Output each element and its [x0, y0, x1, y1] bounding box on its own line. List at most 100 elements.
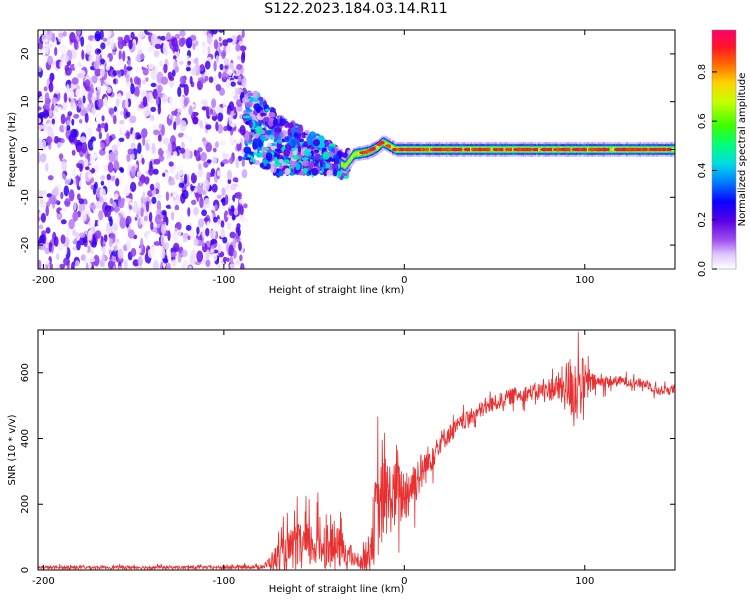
heatmap-cell: [137, 217, 142, 226]
heatmap-cell: [189, 76, 193, 85]
heatmap-cell: [240, 52, 246, 64]
heatmap-cell: [175, 229, 182, 237]
heatmap-cell: [254, 133, 260, 139]
heatmap-cell: [155, 95, 159, 106]
x-tick-label: -100: [213, 275, 236, 286]
heatmap-cell: [65, 55, 70, 63]
heatmap-cell: [217, 170, 221, 177]
heatmap-cell: [60, 138, 65, 144]
heatmap-cell: [116, 113, 123, 120]
heatmap-cell: [230, 81, 236, 87]
heatmap-cell: [208, 76, 214, 83]
heatmap-cell: [179, 205, 186, 212]
colorbar-frame: [711, 29, 737, 270]
heatmap-cell: [196, 184, 204, 195]
x-tick-label: -100: [213, 576, 236, 587]
heatmap-cell: [59, 209, 66, 214]
heatmap-cell: [114, 205, 119, 214]
heatmap-cell: [183, 97, 189, 107]
heatmap-cell: [38, 224, 44, 230]
heatmap-cell: [284, 136, 289, 143]
heatmap-cell: [222, 256, 228, 262]
heatmap-cell: [38, 185, 46, 192]
heatmap-cell: [196, 226, 200, 235]
heatmap-cell: [276, 143, 283, 149]
heatmap-cell: [193, 65, 197, 76]
heatmap-cell: [153, 158, 161, 165]
heatmap-cell: [219, 140, 226, 146]
heatmap-cell: [124, 98, 129, 110]
heatmap-cell: [117, 36, 124, 41]
heatmap-cell: [103, 96, 108, 107]
heatmap-cell: [226, 38, 233, 43]
heatmap-cell: [42, 123, 50, 131]
heatmap-cell: [173, 151, 178, 160]
heatmap-cell: [96, 79, 102, 91]
heatmap-cell: [236, 223, 241, 230]
heatmap-cell: [53, 186, 59, 198]
heatmap-cell: [229, 157, 234, 165]
heatmap-cell: [76, 145, 83, 153]
heatmap-cell: [266, 163, 271, 167]
heatmap-cell: [150, 44, 155, 52]
heatmap-cell: [38, 138, 43, 150]
heatmap-cell: [177, 252, 182, 263]
y-tick-label: 400: [20, 429, 31, 448]
heatmap-cells: [38, 30, 675, 269]
heatmap-cell: [143, 215, 148, 222]
heatmap-cell: [220, 97, 225, 104]
heatmap-cell: [206, 171, 211, 182]
heatmap-cell: [78, 232, 86, 238]
heatmap-cell: [136, 35, 142, 47]
heatmap-cell: [177, 165, 185, 176]
heatmap-cell: [151, 196, 157, 204]
heatmap-cell: [142, 135, 146, 146]
heatmap-cell: [47, 126, 54, 137]
heatmap-cell: [71, 149, 76, 156]
heatmap-cell: [48, 109, 53, 118]
heatmap-cell: [73, 201, 77, 211]
heatmap-cell: [107, 180, 112, 192]
heatmap-cell: [89, 203, 96, 211]
heatmap-cell: [261, 117, 270, 122]
heatmap-cell: [96, 49, 102, 54]
heatmap-cell: [57, 243, 64, 251]
heatmap-cell: [267, 118, 274, 127]
heatmap-cell: [122, 50, 126, 62]
heatmap-cell: [224, 194, 229, 205]
heatmap-cell: [38, 118, 42, 124]
heatmap-cell: [38, 96, 45, 106]
heatmap-cell: [169, 105, 176, 113]
heatmap-cell: [38, 111, 46, 118]
heatmap-cell: [43, 86, 48, 92]
heatmap-cell: [230, 136, 235, 145]
heatmap-cell: [225, 79, 231, 90]
heatmap-cell: [218, 71, 222, 79]
heatmap-cell: [229, 256, 234, 264]
colorbar-tick-label: 0.0: [697, 261, 708, 277]
heatmap-cell: [60, 219, 67, 225]
heatmap-cell: [66, 84, 70, 94]
heatmap-cell: [177, 86, 182, 98]
heatmap-cell: [47, 175, 54, 181]
heatmap-cell: [110, 174, 116, 182]
heatmap-cell: [221, 113, 229, 125]
heatmap-cell: [68, 90, 75, 100]
heatmap-cell: [255, 152, 264, 158]
heatmap-cell: [276, 153, 280, 160]
heatmap-cell: [197, 163, 202, 170]
heatmap-cell: [136, 170, 142, 177]
heatmap-cell: [84, 79, 91, 88]
heatmap-cell: [45, 136, 53, 144]
heatmap-cell: [236, 132, 242, 138]
heatmap-cell: [59, 61, 63, 69]
heatmap-cell: [106, 56, 110, 68]
heatmap-cell: [97, 220, 101, 226]
heatmap-cell: [46, 30, 53, 41]
heatmap-cell: [171, 110, 177, 116]
heatmap-cell: [157, 194, 162, 199]
heatmap-cell: [179, 75, 186, 85]
heatmap-cell: [100, 42, 106, 50]
x-tick-label: 0: [401, 275, 407, 286]
